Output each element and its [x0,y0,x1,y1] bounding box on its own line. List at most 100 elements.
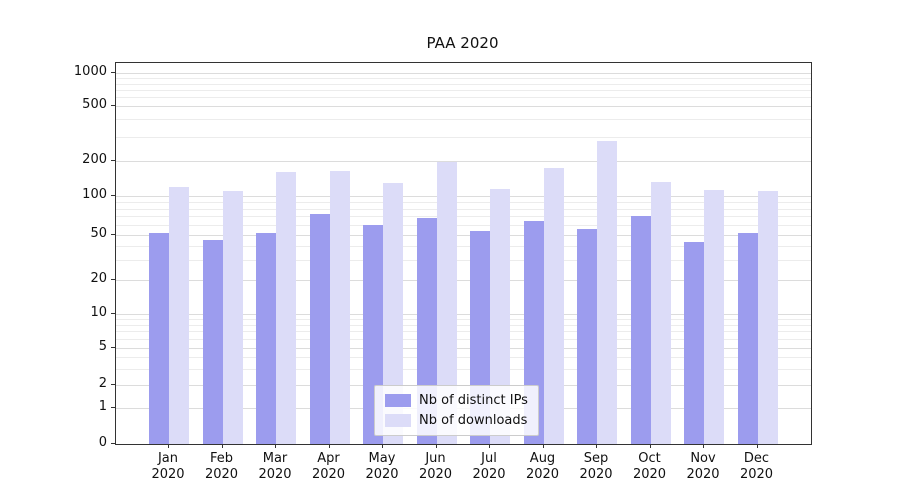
bar-distinct-ips [737,233,758,444]
x-tick-label: Mar 2020 [247,451,303,484]
legend-swatch-distinct-ips [385,394,411,407]
x-tick-label: Jul 2020 [461,451,517,484]
bar-downloads [222,191,243,444]
x-tick-year: 2020 [579,467,613,483]
legend-label-downloads: Nb of downloads [419,413,528,428]
x-tick-mark [435,444,437,448]
gridline [116,348,811,349]
gridline [116,106,811,107]
x-tick-year: 2020 [418,467,453,483]
bar-downloads [757,191,778,444]
gridline [116,357,811,358]
bar-distinct-ips [309,214,330,444]
legend-label-distinct-ips: Nb of distinct IPs [419,393,528,408]
gridline [116,73,811,74]
x-tick-year: 2020 [472,467,506,483]
gridline [116,78,811,80]
legend-item-downloads: Nb of downloads [385,413,528,428]
legend: Nb of distinct IPs Nb of downloads [374,385,539,436]
y-tick-mark [111,105,115,106]
gridline [116,97,811,99]
x-tick-mark [168,444,169,448]
y-tick-mark [111,443,115,444]
x-tick-mark [649,444,651,448]
y-tick-label: 0 [98,435,107,450]
x-tick-year: 2020 [204,467,239,483]
y-tick-mark [111,234,115,235]
bar-downloads [650,182,671,444]
x-tick-year: 2020 [151,467,185,483]
x-tick-mark [221,444,223,448]
gridline [116,314,811,315]
gridline [116,208,811,210]
x-tick-year: 2020 [365,467,399,483]
x-tick-label: Apr 2020 [301,451,357,484]
y-tick-mark [111,347,115,348]
x-tick-year: 2020 [739,467,774,483]
x-tick-mark [489,444,490,448]
bar-downloads [276,172,296,444]
x-tick-mark [542,444,544,448]
gridline [116,119,811,121]
gridline [116,224,811,226]
x-tick-year: 2020 [258,467,292,483]
y-tick-label: 100 [82,187,107,202]
gridline [116,216,811,218]
gridline [116,368,811,370]
gridline [116,331,811,333]
x-tick-label: Oct 2020 [622,451,678,484]
chart-title: PAA 2020 [426,34,499,52]
gridline [116,245,811,247]
y-tick-label: 500 [82,97,107,112]
x-tick-year: 2020 [525,467,560,483]
bar-downloads [383,183,403,444]
y-tick-mark [111,313,115,314]
bar-distinct-ips [630,216,651,444]
y-tick-label: 20 [90,271,107,286]
x-tick-label: Nov 2020 [675,451,731,484]
gridline [116,235,811,236]
y-tick-label: 200 [82,152,107,167]
x-tick-year: 2020 [311,467,346,483]
x-tick-year: 2020 [632,467,667,483]
gridline [116,83,811,85]
bar-downloads [169,187,189,444]
bar-distinct-ips [256,233,276,444]
y-tick-mark [111,407,115,408]
gridline [116,339,811,341]
y-tick-label: 2 [98,376,107,391]
gridline [116,161,811,162]
gridline [116,260,811,262]
x-tick-label: Aug 2020 [515,451,571,484]
x-tick-label: May 2020 [354,451,410,484]
x-tick-label: Jan 2020 [140,451,196,484]
y-tick-label: 10 [90,305,107,320]
x-tick-year: 2020 [686,467,720,483]
bar-downloads [704,190,724,444]
gridline [116,89,811,91]
bar-downloads [436,162,457,444]
bar-distinct-ips [149,233,169,444]
gridline [116,319,811,321]
bar-distinct-ips [684,242,704,444]
y-tick-label: 1000 [73,64,107,79]
x-tick-label: Sep 2020 [568,451,624,484]
y-tick-label: 50 [90,226,107,241]
x-tick-mark [382,444,383,448]
x-tick-label: Feb 2020 [194,451,250,484]
x-tick-mark [328,444,330,448]
x-tick-label: Jun 2020 [408,451,464,484]
y-tick-mark [111,384,115,385]
plot-area: Nb of distinct IPs Nb of downloads [115,62,812,445]
bar-downloads [597,141,617,444]
legend-item-distinct-ips: Nb of distinct IPs [385,393,528,408]
gridline [116,280,811,281]
bar-downloads [543,168,564,444]
bar-distinct-ips [577,229,597,444]
y-tick-label: 5 [98,339,107,354]
y-tick-label: 1 [98,399,107,414]
x-tick-mark [596,444,597,448]
bar-distinct-ips [202,240,223,444]
x-tick-label: Dec 2020 [729,451,785,484]
y-tick-mark [111,195,115,196]
